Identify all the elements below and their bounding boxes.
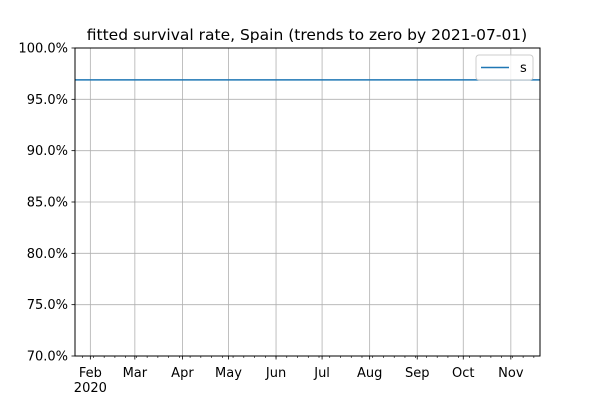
y-tick-label: 95.0% <box>27 93 68 108</box>
x-tick-label: Oct <box>452 366 474 381</box>
x-tick-label: Jul <box>313 366 330 381</box>
y-tick-label: 100.0% <box>18 42 68 57</box>
x-tick-label: Feb <box>79 366 102 381</box>
grid-layer <box>75 47 540 357</box>
y-tick-label: 70.0% <box>27 350 68 365</box>
x-tick-label: Apr <box>171 366 194 381</box>
y-tick-label: 75.0% <box>27 298 68 313</box>
chart-title: fitted survival rate, Spain (trends to z… <box>87 26 527 44</box>
x-tick-label: Jun <box>265 366 286 381</box>
legend-label-s: s <box>520 61 527 76</box>
axis-layer: 70.0% 75.0% 80.0% 85.0% 90.0% 95.0% 100.0% Feb M… <box>18 42 535 396</box>
y-tick-label: 80.0% <box>27 247 68 262</box>
x-tick-label: Aug <box>357 366 382 381</box>
x-tick-label: Nov <box>498 366 524 381</box>
y-tick-label: 90.0% <box>27 144 68 159</box>
x-year-label: 2020 <box>74 381 107 396</box>
x-tick-label: Mar <box>123 366 148 381</box>
legend: s <box>475 54 534 81</box>
x-tick-label: May <box>215 366 242 381</box>
x-tick-label: Sep <box>405 366 430 381</box>
y-tick-label: 85.0% <box>27 196 68 211</box>
